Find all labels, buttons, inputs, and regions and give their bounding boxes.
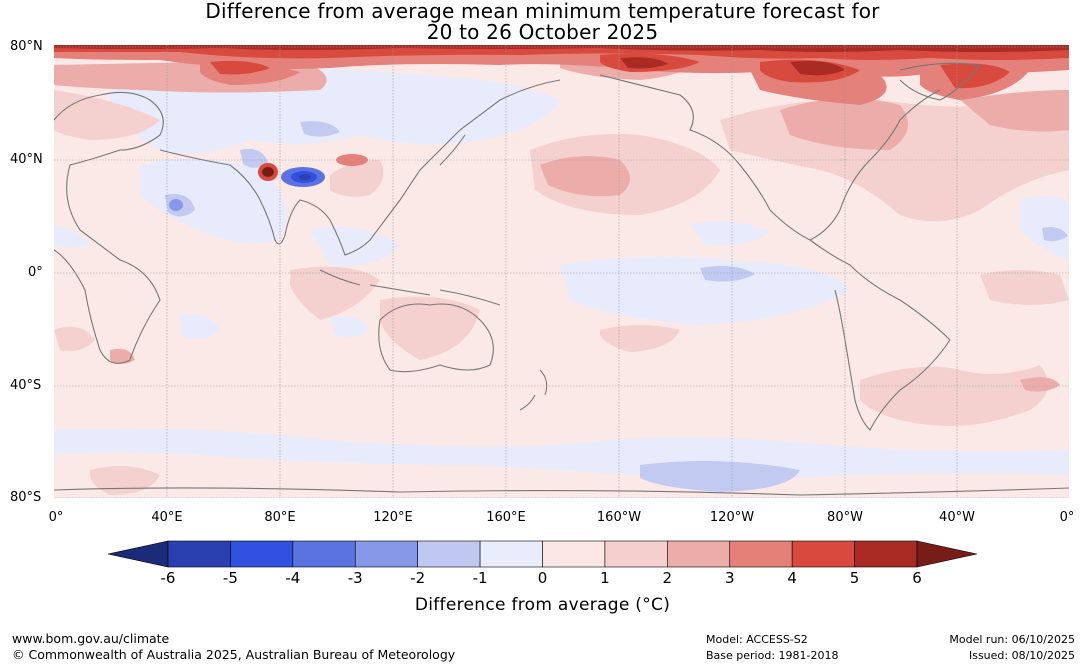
lon-label-0: 0° [48, 510, 64, 525]
colorbar-bin [667, 540, 731, 568]
lon-label-40w: 40°W [939, 510, 975, 525]
colorbar-bin [417, 540, 481, 568]
colorbar-bin [167, 540, 231, 568]
neg-anomaly-regions [54, 66, 1069, 480]
lat-label-80s: 80°S [10, 490, 42, 505]
lon-label-40e: 40°E [151, 510, 183, 525]
strong-cold-spot [169, 167, 325, 211]
coastlines [54, 62, 1069, 496]
colorbar-extend-high [916, 540, 978, 568]
colorbar [107, 540, 978, 568]
gridlines [54, 45, 1069, 498]
colorbar-tick-label: -4 [285, 569, 301, 587]
colorbar-tick-label: 0 [537, 569, 548, 587]
colorbar-tick-label: -5 [222, 569, 238, 587]
footer-model-run: Model run: 06/10/2025 [949, 633, 1075, 646]
lon-label-80e: 80°E [264, 510, 296, 525]
lat-label-40n: 40°N [10, 152, 43, 167]
colorbar-bin [292, 540, 356, 568]
lat-label-80n: 80°N [10, 39, 43, 54]
chart-title-line2: 20 to 26 October 2025 [426, 20, 659, 44]
neg-anomaly-regions-2 [165, 121, 1068, 492]
map-area [54, 45, 1069, 498]
lon-label-360: 0° [1059, 510, 1075, 525]
colorbar-tick-label: -6 [160, 569, 176, 587]
lon-label-80w: 80°W [827, 510, 863, 525]
colorbar-label: Difference from average (°C) [414, 595, 671, 615]
colorbar-extend-low [107, 540, 169, 568]
footer-model: Model: ACCESS-S2 [706, 633, 808, 646]
colorbar-tick-label: 3 [724, 569, 735, 587]
lat-label-equator: 0° [28, 265, 43, 280]
colorbar-tick-label: -1 [472, 569, 488, 587]
colorbar-tick-label: 1 [600, 569, 610, 587]
colorbar-bin [729, 540, 793, 568]
colorbar-bin [854, 540, 918, 568]
footer-url[interactable]: www.bom.gov.au/climate [12, 631, 170, 646]
lon-label-160e: 160°E [486, 510, 526, 525]
colorbar-tick-label: 6 [912, 569, 922, 587]
colorbar-tick-label: 2 [662, 569, 673, 587]
colorbar-bin [354, 540, 418, 568]
footer-copyright: © Commonwealth of Australia 2025, Austra… [12, 647, 456, 662]
pos-anomaly-regions-5 [54, 45, 1069, 76]
lon-label-160w: 160°W [596, 510, 642, 525]
footer-base-period: Base period: 1981-2018 [706, 649, 839, 662]
colorbar-tick-label: 5 [849, 569, 860, 587]
chart-title-line1: Difference from average mean minimum tem… [205, 0, 880, 23]
colorbar-tick-label: 4 [787, 569, 797, 587]
colorbar-bin [479, 540, 543, 568]
colorbar-bin [542, 540, 606, 568]
colorbar-bin [604, 540, 668, 568]
colorbar-tick-label: -3 [347, 569, 363, 587]
lon-label-120e: 120°E [373, 510, 413, 525]
lat-label-40s: 40°S [10, 378, 42, 393]
lon-label-120w: 120°W [709, 510, 755, 525]
footer-issued: Issued: 08/10/2025 [968, 649, 1075, 662]
colorbar-bin [791, 540, 855, 568]
colorbar-tick-label: -2 [410, 569, 426, 587]
colorbar-bin [230, 540, 294, 568]
